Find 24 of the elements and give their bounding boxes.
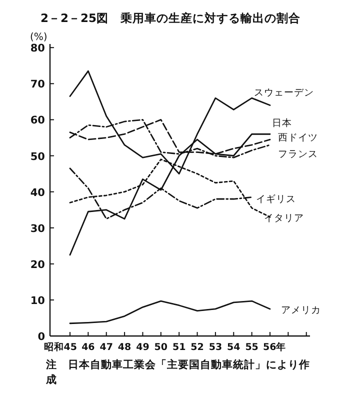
y-tick-label: 30 bbox=[30, 222, 45, 235]
x-tick-label: 56年 bbox=[263, 342, 286, 353]
x-tick-label: 昭和45 bbox=[44, 342, 77, 353]
y-tick-label: 60 bbox=[30, 114, 45, 127]
y-tick-label: 10 bbox=[30, 294, 45, 307]
y-tick-label: 40 bbox=[30, 186, 45, 199]
x-tick-label: 51 bbox=[172, 342, 186, 353]
y-tick-label: 80 bbox=[30, 42, 45, 55]
y-tick-label: 50 bbox=[30, 150, 45, 163]
ylabel: (%) bbox=[30, 32, 48, 43]
x-tick-label: 47 bbox=[100, 342, 113, 353]
x-tick-label: 55 bbox=[245, 342, 258, 353]
y-tick-label: 20 bbox=[30, 258, 45, 271]
y-tick-label: 70 bbox=[30, 78, 45, 91]
annotation: 注 日本自動車工業会「主要国自動車統計」により作成 bbox=[46, 358, 311, 388]
x-tick-label: 52 bbox=[190, 342, 204, 353]
x-tick-label: 48 bbox=[118, 342, 132, 353]
x-tick-label: 46 bbox=[82, 342, 95, 353]
x-tick-label: 54 bbox=[227, 342, 240, 353]
x-tick-label: 50 bbox=[154, 342, 168, 353]
y-tick-label: 0 bbox=[38, 331, 45, 343]
title: 2－2－25図 乗用車の生産に対する輸出の割合 bbox=[40, 11, 300, 25]
x-tick-label: 49 bbox=[136, 342, 150, 353]
x-tick-label: 53 bbox=[208, 342, 222, 353]
